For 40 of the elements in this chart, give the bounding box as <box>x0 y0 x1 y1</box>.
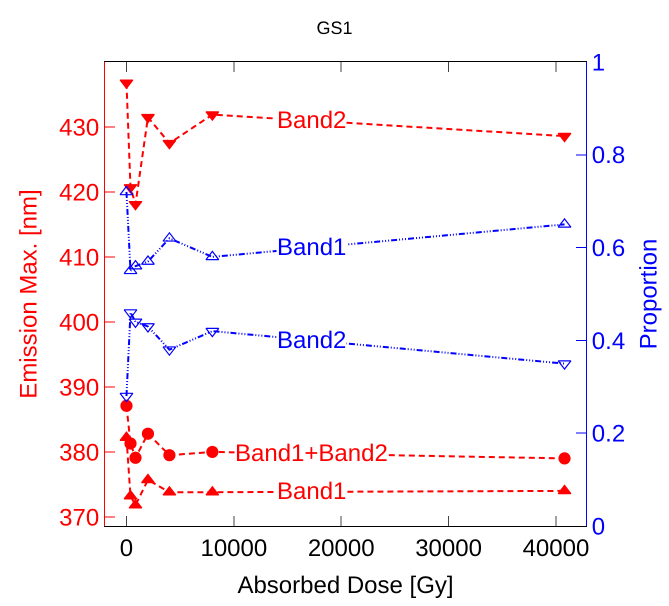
point <box>558 484 572 494</box>
x-tick-label: 10000 <box>200 534 268 562</box>
y-tick-label: 420 <box>59 179 100 206</box>
y2-tick-label: 0.6 <box>592 235 626 262</box>
y2-tick-label: 0.8 <box>592 142 626 170</box>
y2-axis-title: Proportion <box>635 238 662 350</box>
series-label: Band2 <box>277 327 346 354</box>
point <box>120 400 133 412</box>
y-axis-title: Emission Max. [nm] <box>15 189 42 399</box>
x-tick-label: 20000 <box>308 534 375 562</box>
y-tick-label: 400 <box>59 309 100 336</box>
point <box>141 474 155 484</box>
point <box>120 79 134 89</box>
point <box>206 446 218 458</box>
point <box>128 499 142 509</box>
point <box>141 114 155 124</box>
point <box>128 200 142 210</box>
y-tick-label: 410 <box>59 244 100 272</box>
x-tick-label: 40000 <box>522 534 590 562</box>
y-tick-label: 370 <box>59 504 100 532</box>
y-tick-label: 430 <box>59 114 100 142</box>
x-tick-label: 30000 <box>415 534 482 562</box>
y2-tick-label: 0 <box>592 513 606 540</box>
series-label: Band1 <box>277 234 346 261</box>
point <box>129 452 142 464</box>
y2-tick-label: 0.4 <box>592 328 626 355</box>
point <box>558 452 571 465</box>
point <box>163 449 176 462</box>
x-axis-title: Absorbed Dose [Gy] <box>237 572 454 600</box>
y2-tick-label: 1 <box>592 49 606 76</box>
point <box>142 428 154 440</box>
series-label: Band1+Band2 <box>235 440 388 467</box>
series-label: Band1 <box>277 478 346 505</box>
series-label: Band2 <box>277 107 346 134</box>
y-tick-label: 380 <box>59 439 100 466</box>
chart-title: GS1 <box>316 18 353 38</box>
x-tick-label: 0 <box>120 534 134 562</box>
point <box>558 132 572 142</box>
y-tick-label: 390 <box>59 374 100 402</box>
y2-tick-label: 0.2 <box>592 420 626 448</box>
